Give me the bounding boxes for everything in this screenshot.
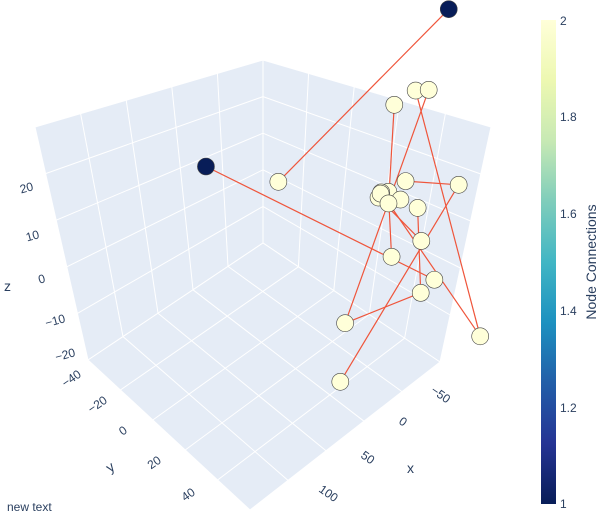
colorbar-tick-1-2: 1.2 bbox=[560, 401, 577, 415]
left-wall-gridline bbox=[125, 100, 159, 314]
edge-line bbox=[380, 192, 481, 337]
edge-line bbox=[405, 180, 459, 186]
floor-gridline bbox=[157, 312, 327, 452]
node-marker[interactable] bbox=[336, 314, 354, 333]
left-wall-gridline bbox=[216, 73, 229, 267]
y-axis-title: y bbox=[103, 458, 118, 475]
z-tick-10: 10 bbox=[24, 227, 41, 244]
colorbar-title: Node Connections bbox=[583, 204, 599, 319]
y-tick-40: 40 bbox=[179, 485, 198, 504]
z-tick-0: 0 bbox=[37, 271, 47, 286]
y-tick-20: 20 bbox=[145, 453, 164, 472]
node-marker[interactable] bbox=[419, 81, 438, 99]
nodes-layer[interactable] bbox=[197, 0, 490, 391]
x-tick-50: 50 bbox=[358, 448, 377, 467]
y-tick-0: 0 bbox=[116, 423, 130, 438]
colorbar-tick-1: 1 bbox=[560, 497, 567, 511]
z-axis: 20 10 0 −10 −20 z bbox=[4, 179, 77, 364]
colorbar-gradient bbox=[541, 20, 556, 504]
floor-gridline bbox=[192, 289, 365, 422]
colorbar-tick-1-4: 1.4 bbox=[560, 304, 577, 318]
z-tick-m20: −20 bbox=[53, 345, 77, 364]
node-marker[interactable] bbox=[471, 327, 490, 346]
left-wall-gridline bbox=[56, 132, 264, 221]
z-tick-m10: −10 bbox=[43, 311, 67, 330]
floor-gridline bbox=[184, 313, 370, 451]
scene-background bbox=[34, 59, 492, 511]
right-wall-gridline bbox=[262, 96, 481, 175]
floor bbox=[87, 242, 441, 511]
colorbar-tick-1-6: 1.6 bbox=[560, 207, 577, 221]
left-wall-gridline bbox=[171, 86, 194, 290]
floor-gridline bbox=[120, 266, 299, 391]
node-marker[interactable] bbox=[197, 157, 215, 176]
left-wall-gridline bbox=[66, 169, 264, 268]
annotation-text: new text bbox=[7, 500, 52, 514]
floor-gridline bbox=[227, 265, 403, 393]
x-tick-100: 100 bbox=[316, 482, 341, 505]
right-wall-gridline bbox=[262, 132, 471, 222]
floor-gridline bbox=[152, 290, 335, 421]
edge-line bbox=[415, 90, 481, 337]
floor-gridline bbox=[122, 336, 289, 481]
left-wall-gridline bbox=[80, 113, 124, 337]
right-wall-gridline bbox=[333, 86, 355, 291]
right-wall-gridline bbox=[262, 169, 461, 269]
node-marker[interactable] bbox=[396, 172, 415, 190]
edge-line bbox=[277, 8, 450, 183]
colorbar: 1 1.2 1.4 1.6 1.8 2 Node Connections bbox=[541, 14, 599, 511]
left-wall-gridline bbox=[77, 205, 264, 314]
edge-line bbox=[417, 207, 422, 293]
z-axis-title: z bbox=[4, 278, 11, 294]
node-marker[interactable] bbox=[408, 199, 427, 217]
node-marker[interactable] bbox=[269, 173, 288, 191]
left-wall-gridline bbox=[45, 96, 264, 175]
node-marker[interactable] bbox=[331, 372, 350, 391]
node-marker[interactable] bbox=[449, 176, 468, 194]
x-axis-title: x bbox=[407, 460, 414, 476]
colorbar-tick-1-8: 1.8 bbox=[560, 110, 577, 124]
x-tick-m50: −50 bbox=[428, 383, 453, 406]
floor-gridline bbox=[217, 337, 405, 481]
node-marker[interactable] bbox=[439, 0, 458, 18]
colorbar-tick-2: 2 bbox=[560, 14, 567, 28]
grid-lines bbox=[45, 73, 481, 481]
y-tick-m40: −40 bbox=[59, 367, 84, 390]
edge-line bbox=[344, 292, 421, 324]
z-tick-20: 20 bbox=[18, 179, 35, 196]
edge-line bbox=[339, 184, 460, 383]
node-marker[interactable] bbox=[411, 284, 430, 302]
right-wall-gridline bbox=[297, 73, 310, 267]
node-marker[interactable] bbox=[412, 232, 431, 250]
y-tick-m20: −20 bbox=[85, 393, 110, 416]
node-marker[interactable] bbox=[425, 270, 444, 289]
node-marker[interactable] bbox=[379, 194, 398, 213]
node-marker[interactable] bbox=[382, 247, 401, 266]
x-tick-0: 0 bbox=[396, 414, 410, 429]
node-marker[interactable] bbox=[385, 95, 404, 114]
right-wall-gridline bbox=[404, 113, 446, 339]
